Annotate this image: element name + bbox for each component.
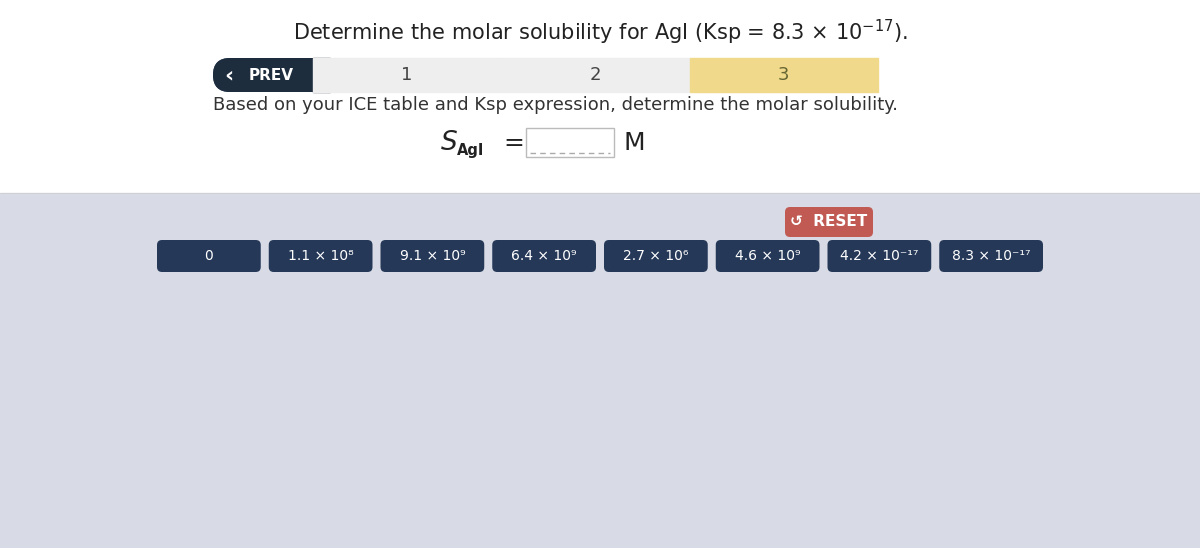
FancyBboxPatch shape [715,240,820,272]
FancyBboxPatch shape [526,128,614,157]
Text: 3: 3 [778,66,790,84]
Text: ↺  RESET: ↺ RESET [791,214,868,230]
Text: 0: 0 [204,249,214,263]
Text: 4.2 × 10⁻¹⁷: 4.2 × 10⁻¹⁷ [840,249,919,263]
Bar [0,0,1200,193]
Text: Determine the molar solubility for AgI (Ksp = 8.3 × 10$^{-17}$).: Determine the molar solubility for AgI (… [293,18,907,47]
Text: 8.3 × 10⁻¹⁷: 8.3 × 10⁻¹⁷ [952,249,1031,263]
Text: 2.7 × 10⁶: 2.7 × 10⁶ [623,249,689,263]
Text: M: M [624,131,646,155]
Text: PREV: PREV [248,67,294,83]
FancyBboxPatch shape [492,240,596,272]
Text: =: = [503,131,524,155]
Text: 4.6 × 10⁹: 4.6 × 10⁹ [734,249,800,263]
Text: 6.4 × 10⁹: 6.4 × 10⁹ [511,249,577,263]
Bar [690,58,878,92]
Text: ‹: ‹ [224,65,234,85]
Bar [0,193,1200,548]
FancyBboxPatch shape [604,240,708,272]
FancyBboxPatch shape [940,240,1043,272]
FancyBboxPatch shape [269,240,372,272]
Text: 2: 2 [589,66,601,84]
Bar [313,58,502,92]
FancyBboxPatch shape [214,58,878,92]
FancyBboxPatch shape [785,207,874,237]
Bar [502,58,690,92]
FancyBboxPatch shape [157,240,260,272]
Text: Based on your ICE table and Ksp expression, determine the molar solubility.: Based on your ICE table and Ksp expressi… [214,96,898,114]
Text: 1: 1 [402,66,413,84]
Text: $S$: $S$ [440,130,458,156]
FancyBboxPatch shape [828,240,931,272]
FancyBboxPatch shape [380,240,485,272]
Text: 1.1 × 10⁸: 1.1 × 10⁸ [288,249,354,263]
Text: 9.1 × 10⁹: 9.1 × 10⁹ [400,249,466,263]
FancyBboxPatch shape [844,58,878,92]
FancyBboxPatch shape [214,58,330,92]
Bar [313,58,330,92]
Text: AgI: AgI [457,144,485,158]
